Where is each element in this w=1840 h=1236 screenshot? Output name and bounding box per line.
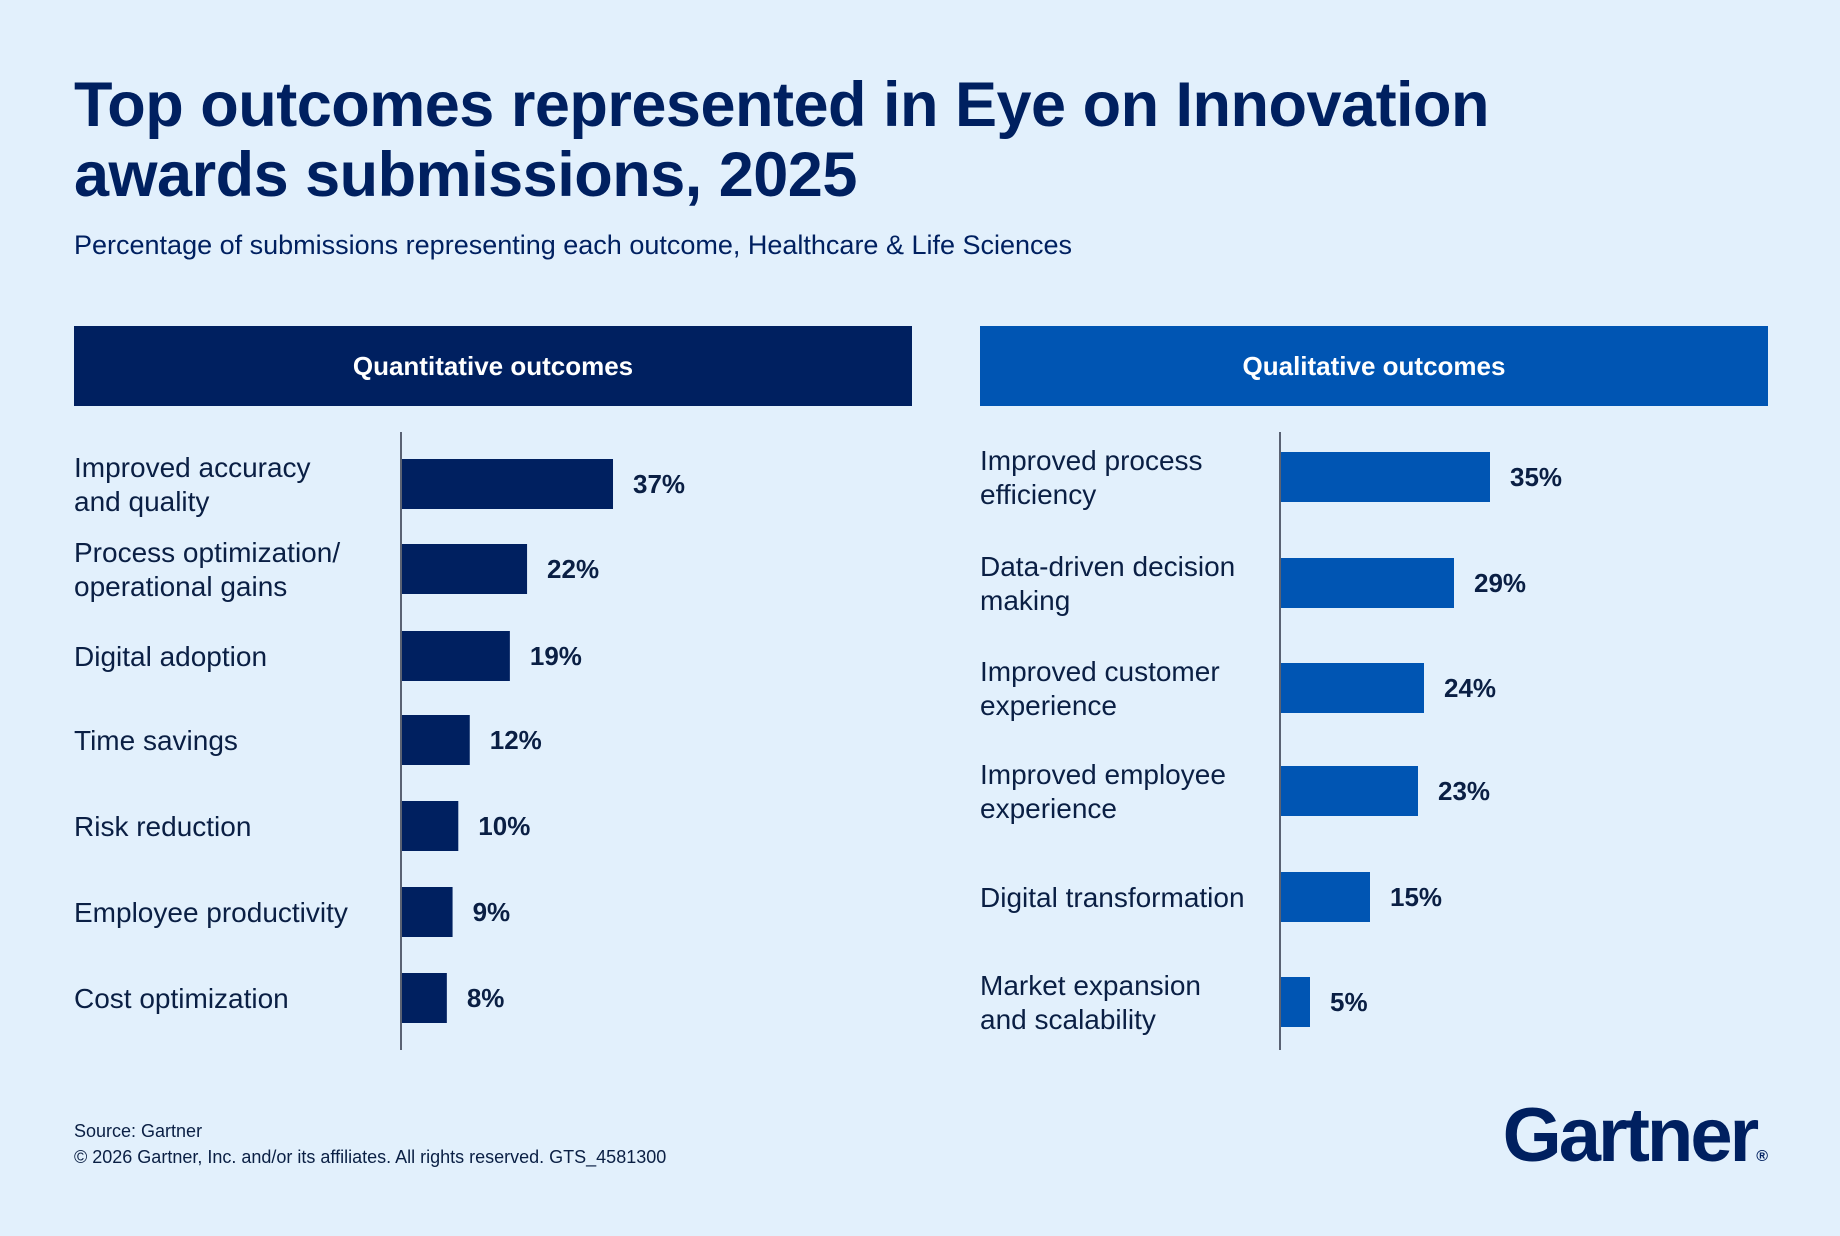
- qual-bar-3: [1280, 663, 1424, 713]
- qual-category-label-1: Improved process efficiency: [980, 445, 1203, 510]
- qual-value-label-6: 5%: [1330, 987, 1368, 1017]
- qual-category-label-2: Data-driven decision making: [980, 551, 1235, 616]
- qual-value-label-1: 35%: [1510, 462, 1562, 492]
- qual-bar-4: [1280, 766, 1418, 816]
- quant-value-label-5: 10%: [478, 811, 530, 841]
- qual-category-label-3-line-1: Improved customer: [980, 656, 1220, 687]
- qual-category-label-2-line-1: Data-driven decision: [980, 551, 1235, 582]
- gartner-logo: Gartner®: [1503, 1096, 1768, 1197]
- title-line-2: awards submissions, 2025: [74, 140, 857, 210]
- logo-text: Gartner: [1502, 1093, 1760, 1178]
- qual-category-label-5-line-1: Digital transformation: [980, 882, 1245, 913]
- quant-category-label-3-line-1: Digital adoption: [74, 641, 267, 672]
- source-note: Source: Gartner: [74, 1121, 203, 1141]
- qual-bar-6: [1280, 977, 1310, 1027]
- copyright-note: © 2026 Gartner, Inc. and/or its affiliat…: [74, 1147, 667, 1167]
- quant-category-label-7-line-1: Cost optimization: [74, 983, 289, 1014]
- qual-bar-2: [1280, 558, 1454, 608]
- qual-category-label-6: Market expansion and scalability: [980, 970, 1201, 1035]
- qual-bar-1: [1280, 452, 1490, 502]
- page-subtitle: Percentage of submissions representing e…: [74, 230, 1073, 260]
- quant-category-label-4-line-1: Time savings: [74, 725, 238, 756]
- qual-category-label-2-line-2: making: [980, 585, 1070, 616]
- qual-value-label-3: 24%: [1444, 673, 1496, 703]
- qual-value-label-2: 29%: [1474, 568, 1526, 598]
- quant-bar-1: [401, 459, 614, 509]
- qual-category-label-3: Improved customer experience: [980, 656, 1220, 721]
- qual-category-label-6-line-1: Market expansion: [980, 970, 1201, 1001]
- quant-bar-6: [401, 887, 453, 937]
- quant-category-label-1-line-1: Improved accuracy: [74, 452, 311, 483]
- qual-category-label-4-line-2: experience: [980, 793, 1117, 824]
- quant-category-label-2-line-2: operational gains: [74, 571, 287, 602]
- quant-category-label-5-line-1: Risk reduction: [74, 811, 251, 842]
- quant-category-label-3: Digital adoption: [74, 641, 267, 672]
- quant-category-label-1: Improved accuracy and quality: [74, 452, 311, 517]
- quant-value-label-1: 37%: [633, 469, 685, 499]
- qual-category-label-5: Digital transformation: [980, 882, 1245, 913]
- quant-bar-7: [401, 973, 447, 1023]
- qual-value-label-5: 15%: [1390, 882, 1442, 912]
- qual-category-label-4-line-1: Improved employee: [980, 759, 1226, 790]
- quant-bar-3: [401, 631, 510, 681]
- qual-category-label-6-line-2: and scalability: [980, 1004, 1156, 1035]
- page-title: Top outcomes represented in Eye on Innov…: [74, 70, 1674, 210]
- quant-bar-5: [401, 801, 459, 851]
- qual-category-label-1-line-2: efficiency: [980, 479, 1096, 510]
- quant-value-label-3: 19%: [530, 641, 582, 671]
- quant-category-label-4: Time savings: [74, 725, 238, 756]
- quant-category-label-5: Risk reduction: [74, 811, 251, 842]
- title-line-1: Top outcomes represented in Eye on Innov…: [74, 70, 1490, 140]
- qual-bar-5: [1280, 872, 1370, 922]
- qual-category-label-4: Improved employee experience: [980, 759, 1226, 824]
- quant-value-label-2: 22%: [547, 554, 599, 584]
- qual-category-label-1-line-1: Improved process: [980, 445, 1203, 476]
- quant-category-label-2: Process optimization/operational gains: [74, 537, 340, 602]
- quant-category-label-7: Cost optimization: [74, 983, 289, 1014]
- qual-category-label-3-line-2: experience: [980, 690, 1117, 721]
- quant-bar-2: [401, 544, 528, 594]
- quant-category-label-6: Employee productivity: [74, 897, 348, 928]
- quant-value-label-7: 8%: [467, 983, 505, 1013]
- logo-registered-mark: ®: [1756, 1148, 1768, 1165]
- quant-value-label-6: 9%: [473, 897, 511, 927]
- quant-category-label-6-line-1: Employee productivity: [74, 897, 348, 928]
- qual-value-label-4: 23%: [1438, 776, 1490, 806]
- quant-bar-4: [401, 715, 470, 765]
- quant-category-label-1-line-2: and quality: [74, 486, 209, 517]
- quantitative-panel-header: Quantitative outcomes: [74, 326, 912, 406]
- quant-value-label-4: 12%: [490, 725, 542, 755]
- qualitative-panel-header: Qualitative outcomes: [980, 326, 1768, 406]
- quant-category-label-2-line-1: Process optimization/: [74, 537, 340, 568]
